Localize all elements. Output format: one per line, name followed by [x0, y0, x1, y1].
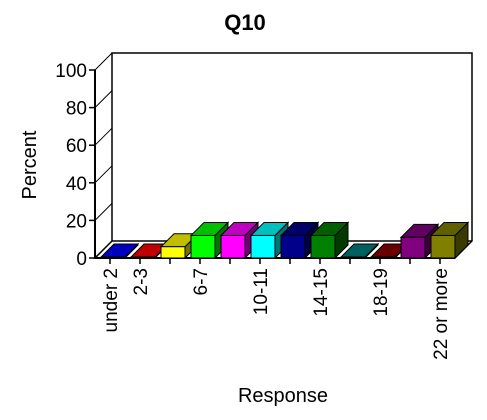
bar-front [160, 246, 186, 259]
bar-front [280, 234, 306, 259]
y-tick-depth [94, 52, 113, 71]
bar-front [130, 256, 156, 259]
x-tick-label: 22 or more [431, 268, 452, 360]
bar-front [220, 234, 246, 259]
x-tick-label: under 2 [101, 268, 122, 332]
x-tick-label: 2-3 [131, 268, 152, 295]
y-tick-label: 80 [66, 99, 87, 120]
x-axis-label: Response [238, 385, 328, 407]
bar [99, 242, 140, 260]
y-tick-depth [94, 203, 113, 221]
bar-front [250, 234, 276, 259]
y-tick-depth [94, 240, 113, 259]
chart-title: Q10 [224, 10, 266, 35]
y-tick-label: 100 [55, 61, 87, 82]
bar-front [430, 234, 456, 259]
bar-front [370, 256, 396, 259]
x-tick-label: 14-15 [311, 268, 332, 317]
bar [309, 221, 350, 260]
x-tick-label: 6-7 [191, 268, 212, 295]
bar-front [400, 236, 426, 259]
bar [339, 242, 380, 260]
y-tick-depth [94, 165, 113, 184]
y-tick-label: 20 [66, 211, 87, 232]
bar-front [340, 256, 366, 259]
bar-front [100, 256, 126, 259]
bar [429, 221, 470, 260]
x-tick-label: 18-19 [371, 268, 392, 317]
x-tick-label: 10-11 [251, 268, 272, 315]
bars [99, 221, 470, 260]
y-tick-depth [94, 90, 113, 108]
bar-front [310, 234, 336, 259]
y-tick-label: 40 [66, 174, 87, 195]
bar-front [190, 234, 216, 259]
y-axis-ticks: 0 20 40 60 80 100 [55, 52, 113, 270]
y-axis-label: Percent [19, 130, 41, 199]
y-tick-depth [94, 127, 113, 146]
y-tick-label: 0 [76, 249, 87, 270]
bar [219, 221, 260, 260]
x-axis-labels: under 2 2-3 6-7 10-11 14-15 18-19 22 or more [101, 258, 452, 360]
y-tick-label: 60 [66, 136, 87, 157]
